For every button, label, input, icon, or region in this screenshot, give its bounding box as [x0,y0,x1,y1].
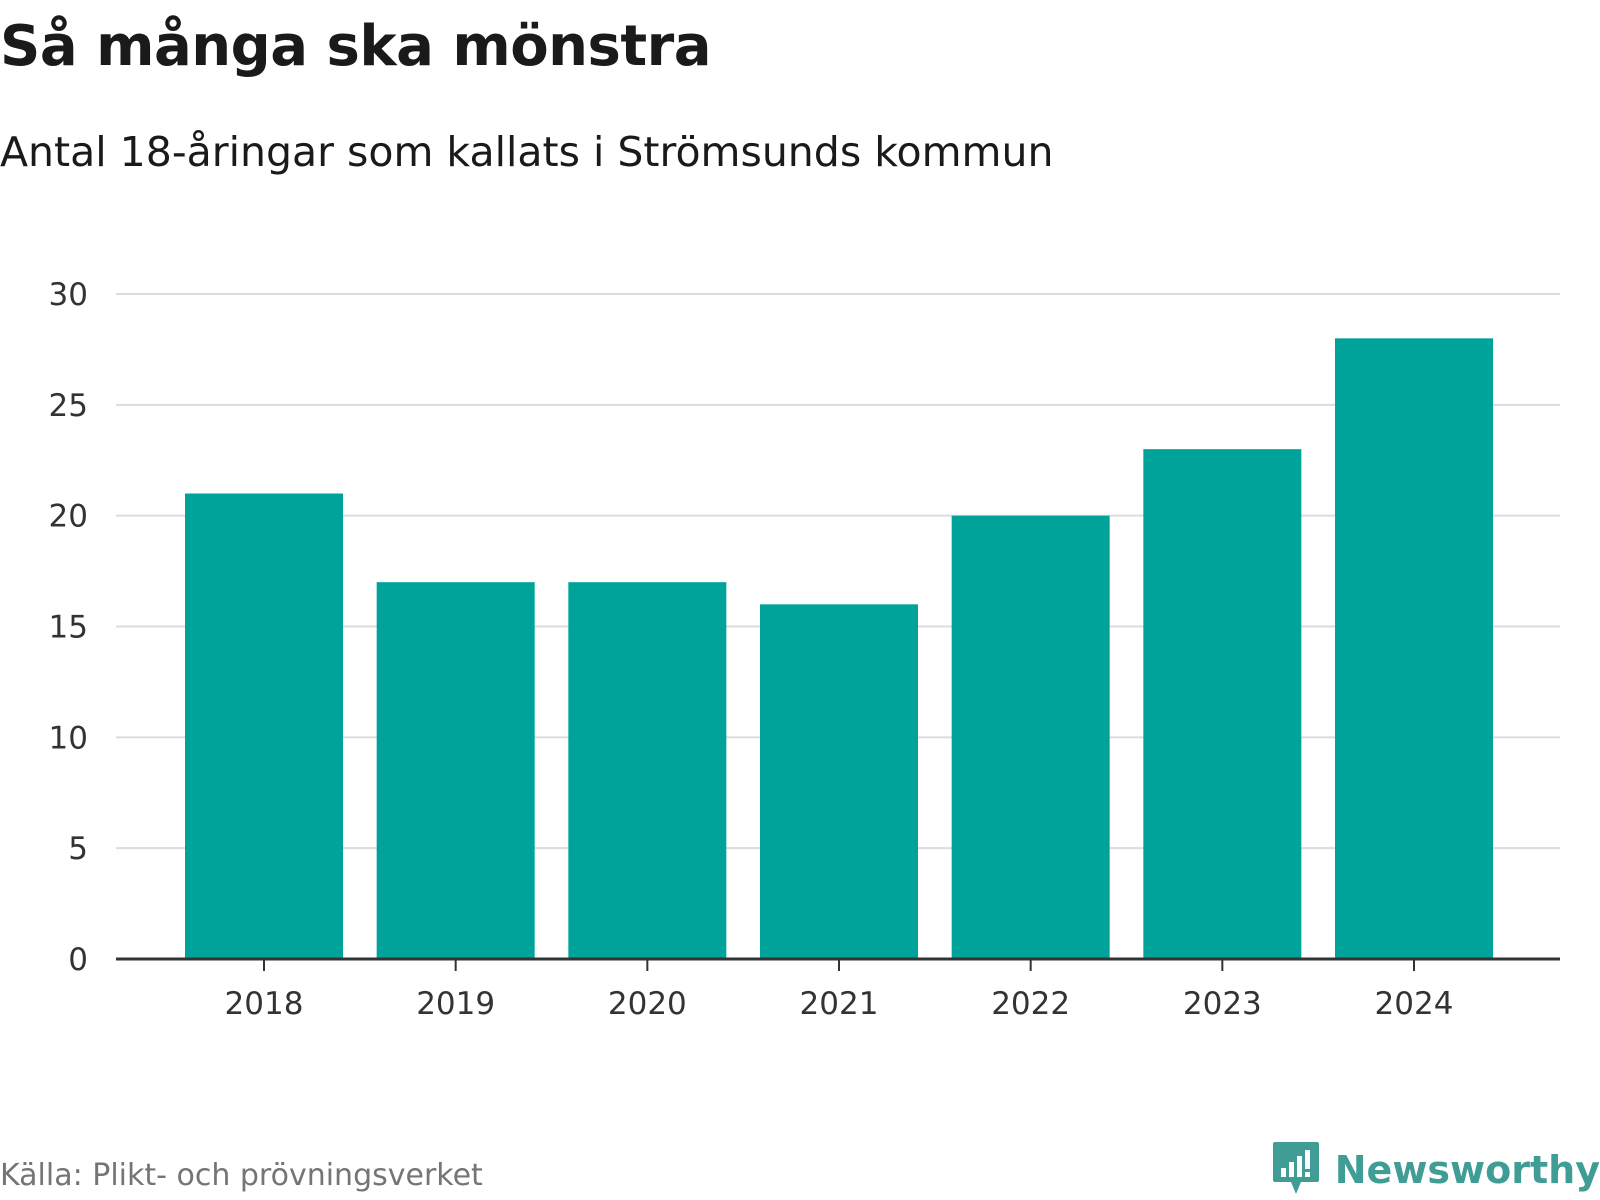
bar-2020[interactable] [568,582,727,959]
bar-2022[interactable] [951,515,1110,959]
brand-name: Newsworthy [1334,1148,1600,1192]
bar-2019[interactable] [376,582,535,959]
y-tick-label: 30 [49,277,88,313]
tick-labels: 0 5 10 15 20 25 30 2018 2019 2020 2021 2022 2023 2024 [49,277,1454,1022]
newsworthy-logo-icon [1272,1142,1319,1194]
x-tick-label: 2019 [416,986,495,1022]
bar-2023[interactable] [1143,449,1302,959]
y-tick-label: 5 [68,831,88,867]
x-tick-label: 2022 [991,986,1070,1022]
x-tick-label: 2018 [225,986,304,1022]
x-tick-label: 2021 [800,986,879,1022]
chart-subtitle: Antal 18-åringar som kallats i Strömsund… [0,128,1054,176]
y-tick-label: 10 [49,720,88,756]
x-tick-label: 2024 [1375,986,1454,1022]
y-tick-label: 0 [68,942,88,978]
bar-2021[interactable] [760,604,918,959]
x-tick-label: 2020 [608,986,687,1022]
brand-logo[interactable]: Newsworthy [1271,1140,1600,1200]
source-note: Källa: Plikt- och prövningsverket [0,1158,483,1193]
bar-chart: 0 5 10 15 20 25 30 2018 2019 2020 2021 2022 2023 2024 [49,277,1560,1022]
x-tick-label: 2023 [1183,986,1262,1022]
bar-2018[interactable] [185,493,343,960]
x-axis [116,957,1560,971]
y-tick-label: 20 [49,499,88,535]
bar-2024[interactable] [1335,338,1493,959]
chart-title: Så många ska mönstra [0,14,712,79]
y-tick-label: 15 [49,610,88,646]
y-tick-label: 25 [49,388,88,424]
bars [185,338,1493,959]
